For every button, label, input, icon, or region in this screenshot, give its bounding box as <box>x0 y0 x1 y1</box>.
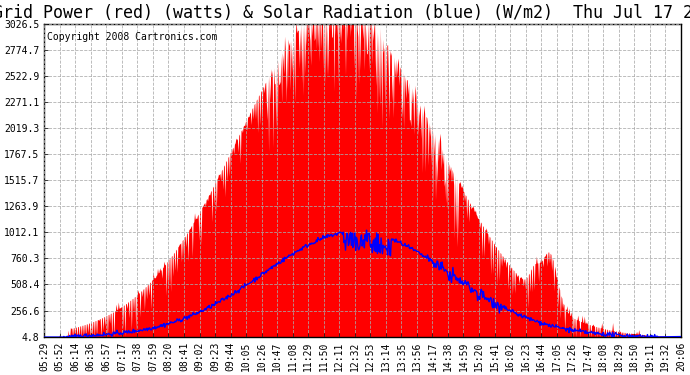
Title: Grid Power (red) (watts) & Solar Radiation (blue) (W/m2)  Thu Jul 17 20:13: Grid Power (red) (watts) & Solar Radiati… <box>0 4 690 22</box>
Text: Copyright 2008 Cartronics.com: Copyright 2008 Cartronics.com <box>48 32 218 42</box>
